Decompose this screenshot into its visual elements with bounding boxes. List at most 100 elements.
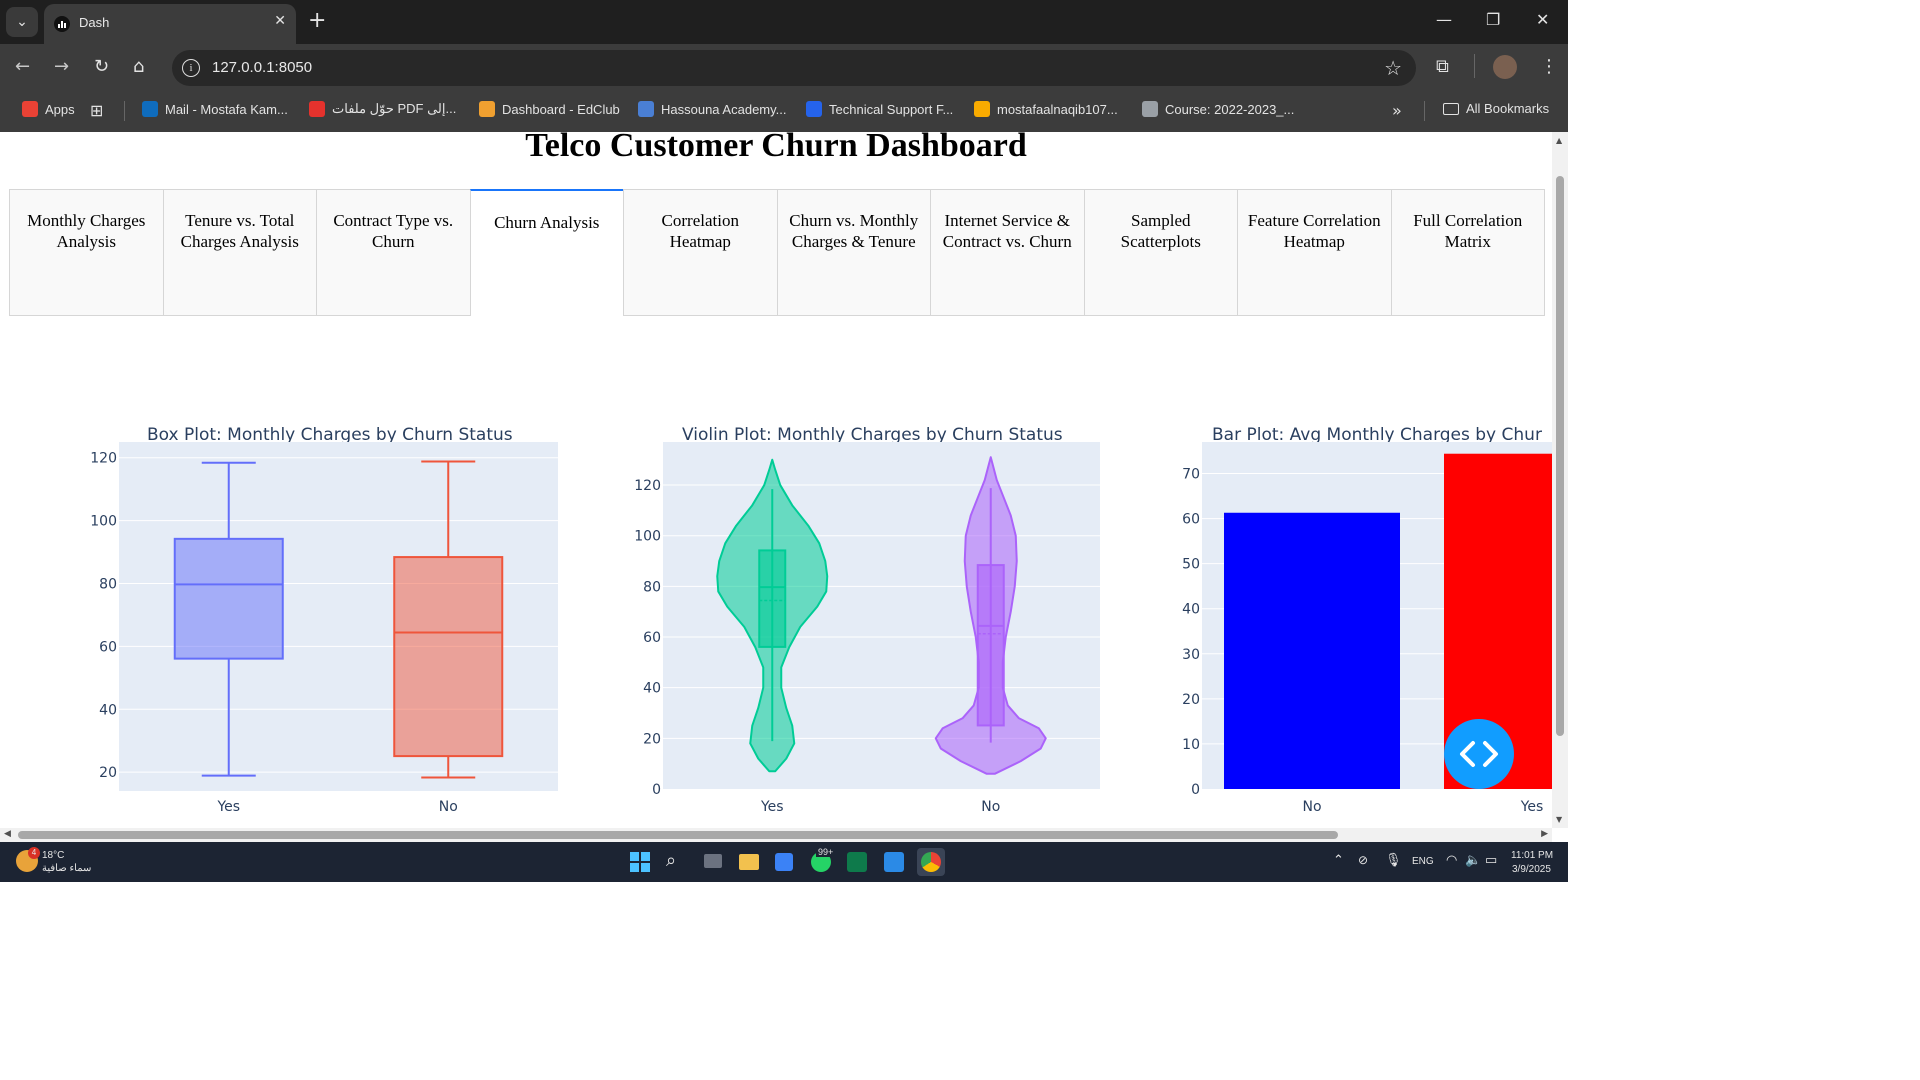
- vertical-scroll-thumb[interactable]: [1556, 176, 1564, 736]
- weather-description[interactable]: سماء صافية: [42, 863, 92, 874]
- language-indicator[interactable]: ENG: [1412, 856, 1434, 867]
- task-view-icon[interactable]: [704, 854, 722, 868]
- restore-button[interactable]: ❐: [1486, 10, 1501, 29]
- forward-button[interactable]: →: [54, 56, 70, 77]
- tab-churn-vs-monthly-charges-tenure[interactable]: Churn vs. Monthly Charges & Tenure: [776, 189, 931, 316]
- box-iqr: [393, 556, 504, 758]
- chrome-icon: [921, 852, 941, 872]
- bookmark-favicon-icon: [974, 101, 990, 117]
- tray-chevron-icon[interactable]: ⌃: [1333, 852, 1344, 867]
- bookmark-item[interactable]: Mail - Mostafa Kam...: [142, 101, 288, 117]
- bookmark-item[interactable]: mostafaalnaqib107...: [974, 101, 1118, 117]
- violin-plot-chart[interactable]: 0 20 40 60 80 100 120 Yes No: [610, 442, 1110, 822]
- bookmark-favicon-icon: [638, 101, 654, 117]
- bookmark-label: mostafaalnaqib107...: [997, 101, 1118, 117]
- close-tab-icon[interactable]: ✕: [274, 13, 286, 29]
- bookmark-item[interactable]: Dashboard - EdClub: [479, 101, 620, 117]
- tab-monthly-charges-analysis[interactable]: Monthly Charges Analysis: [9, 189, 164, 316]
- scroll-up-icon[interactable]: ▲: [1556, 136, 1563, 145]
- volume-icon[interactable]: 🔈: [1465, 852, 1482, 867]
- meet-icon[interactable]: [847, 852, 867, 872]
- y-tick-label: 60: [99, 639, 117, 655]
- horizontal-scroll-thumb[interactable]: [18, 831, 1338, 839]
- tab-full-correlation-matrix[interactable]: Full Correlation Matrix: [1390, 189, 1545, 316]
- microphone-icon[interactable]: 🎙: [1385, 852, 1402, 867]
- vertical-scrollbar[interactable]: ▲ ▼: [1552, 132, 1568, 828]
- tab-churn-analysis[interactable]: Churn Analysis: [469, 189, 624, 316]
- weather-temp[interactable]: 18°C: [42, 850, 65, 861]
- bookmark-star-icon[interactable]: ☆: [1384, 56, 1402, 80]
- wifi-icon[interactable]: ◠: [1446, 852, 1458, 867]
- folder-icon: [1443, 102, 1459, 115]
- clock-date[interactable]: 3/9/2025: [1512, 864, 1551, 875]
- y-tick-label: 20: [1182, 692, 1200, 708]
- y-tick-label: 0: [1191, 782, 1200, 798]
- close-window-button[interactable]: ✕: [1536, 10, 1550, 29]
- y-tick-label: 40: [1182, 602, 1200, 618]
- new-tab-button[interactable]: +: [308, 8, 327, 33]
- dash-debug-button[interactable]: [1444, 719, 1514, 789]
- home-button[interactable]: ⌂: [133, 56, 145, 77]
- clock-time[interactable]: 11:01 PM: [1511, 850, 1554, 861]
- minimize-button[interactable]: —: [1436, 10, 1452, 29]
- tab-strip: ⌄ Dash ✕ + — ❐ ✕: [0, 0, 1568, 44]
- tab-internet-service-contract-vs-churn[interactable]: Internet Service & Contract vs. Churn: [930, 189, 1085, 316]
- box-plot-chart[interactable]: 20 40 60 80 100 120 Yes No: [70, 442, 570, 822]
- bookmark-favicon-icon: [479, 101, 495, 117]
- y-tick-label: 20: [643, 731, 661, 747]
- bookmark-item[interactable]: حوّل ملفات PDF إلى...: [309, 101, 456, 117]
- battery-icon[interactable]: ▭: [1485, 852, 1498, 867]
- browser-chrome: ⌄ Dash ✕ + — ❐ ✕ ← → ↻ ⌂ i 127.0.0.1:805…: [0, 0, 1568, 132]
- x-tick-label: No: [439, 799, 458, 815]
- box-plot-title: Box Plot: Monthly Charges by Churn Statu…: [147, 425, 513, 445]
- tab-feature-correlation-heatmap[interactable]: Feature Correlation Heatmap: [1237, 189, 1392, 316]
- weather-badge: 4: [28, 847, 40, 859]
- x-tick-label: No: [981, 799, 1000, 815]
- bookmark-label: حوّل ملفات PDF إلى...: [332, 101, 457, 116]
- site-info-icon[interactable]: i: [182, 59, 200, 77]
- all-bookmarks-button[interactable]: All Bookmarks: [1443, 101, 1549, 116]
- address-bar[interactable]: i 127.0.0.1:8050 ☆: [172, 50, 1416, 86]
- browser-tab-dash[interactable]: Dash ✕: [44, 4, 296, 44]
- chevron-down-icon: ⌄: [16, 14, 28, 30]
- bar-no: [1224, 512, 1400, 789]
- tab-contract-type-vs-churn[interactable]: Contract Type vs. Churn: [316, 189, 471, 316]
- menu-kebab-icon[interactable]: ⋮: [1540, 56, 1558, 77]
- vscode-icon[interactable]: [884, 852, 904, 872]
- search-icon[interactable]: ⌕: [666, 850, 677, 870]
- tab-search-button[interactable]: ⌄: [6, 7, 38, 37]
- scroll-left-icon[interactable]: ◀: [4, 829, 11, 839]
- store-icon[interactable]: [775, 853, 793, 871]
- y-tick-label: 60: [643, 630, 661, 646]
- more-bookmarks-icon[interactable]: »: [1392, 101, 1402, 120]
- reload-button[interactable]: ↻: [94, 56, 110, 77]
- chrome-taskbar-item[interactable]: [917, 848, 945, 876]
- windows-taskbar: 4 18°C سماء صافية ⌕ 99+ ⌃ ⊘ 🎙 ENG ◠ 🔈 ▭ …: [0, 842, 1568, 882]
- notification-badge: 99+: [816, 847, 836, 857]
- back-button[interactable]: ←: [15, 56, 31, 77]
- y-tick-label: 80: [99, 576, 117, 592]
- bookmark-item[interactable]: Technical Support F...: [806, 101, 953, 117]
- profile-avatar[interactable]: [1493, 55, 1517, 79]
- windows-start-icon[interactable]: [630, 852, 650, 872]
- file-explorer-icon[interactable]: [739, 854, 759, 870]
- bookmark-item[interactable]: Apps: [22, 101, 75, 117]
- tab-correlation-heatmap[interactable]: Correlation Heatmap: [623, 189, 778, 316]
- network-off-icon[interactable]: ⊘: [1358, 853, 1369, 867]
- bar-plot-title: Bar Plot: Avg Monthly Charges by Chur: [1212, 425, 1542, 445]
- y-tick-label: 20: [99, 765, 117, 781]
- violin-inner-box: [758, 549, 787, 648]
- whatsapp-icon[interactable]: [811, 852, 831, 872]
- scroll-right-icon[interactable]: ▶: [1541, 829, 1548, 839]
- x-tick-label: Yes: [216, 799, 240, 815]
- scroll-down-icon[interactable]: ▼: [1556, 815, 1563, 824]
- bookmark-item[interactable]: Hassouna Academy...: [638, 101, 787, 117]
- bookmark-item[interactable]: Course: 2022-2023_...: [1142, 101, 1294, 117]
- horizontal-scrollbar[interactable]: ◀ ▶: [0, 828, 1552, 842]
- tab-sampled-scatterplots[interactable]: Sampled Scatterplots: [1083, 189, 1238, 316]
- tab-groups-icon[interactable]: ⊞: [90, 101, 104, 120]
- page-title: Telco Customer Churn Dashboard: [525, 132, 1027, 164]
- tab-tenure-vs-total-charges-analysis[interactable]: Tenure vs. Total Charges Analysis: [162, 189, 317, 316]
- bookmark-label: Technical Support F...: [829, 101, 954, 117]
- extensions-icon[interactable]: ⧉: [1436, 56, 1449, 77]
